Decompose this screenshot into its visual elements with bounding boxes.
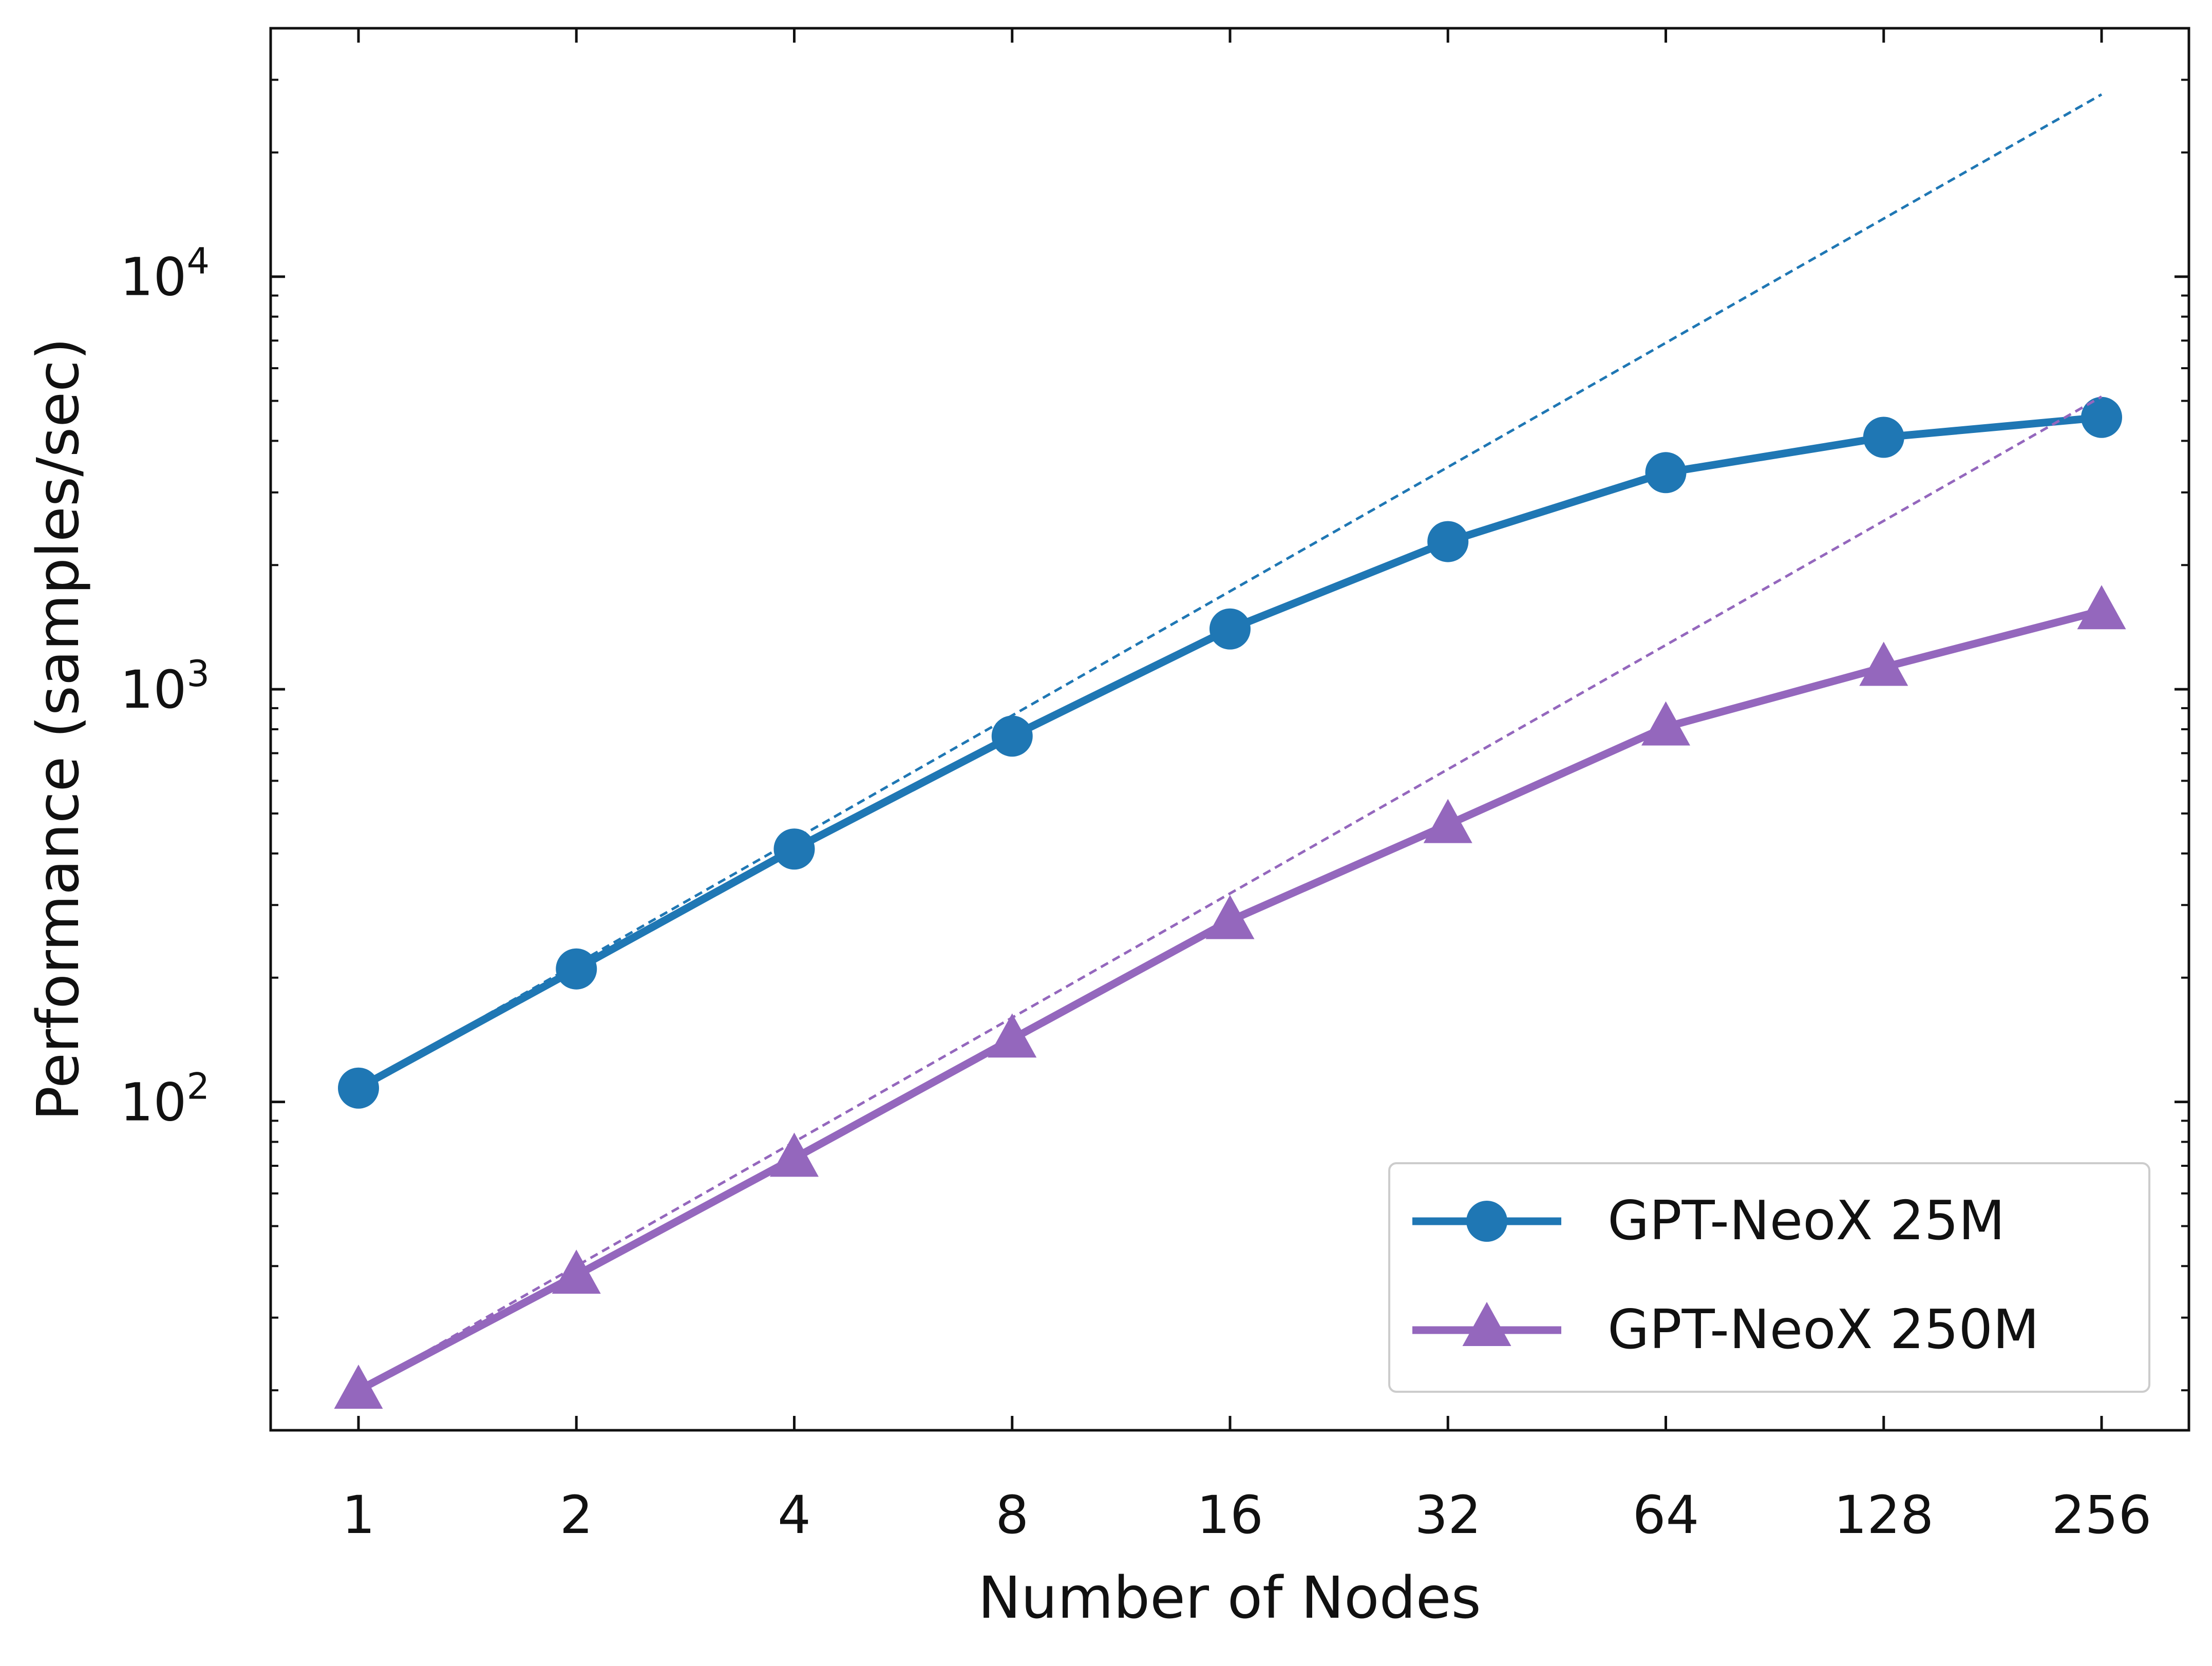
- x-tick-label: 64: [1633, 1485, 1699, 1546]
- series-line-25m: [356, 413, 2102, 1092]
- data-point-25m: [338, 1067, 379, 1109]
- data-point-250m: [1205, 895, 1255, 939]
- data-point-250m: [1423, 799, 1472, 843]
- legend-label-250m: GPT-NeoX 250M: [1608, 1298, 2039, 1361]
- data-point-25m: [556, 948, 597, 990]
- x-tick-label: 256: [2052, 1485, 2152, 1546]
- data-point-250m: [552, 1250, 601, 1294]
- data-point-25m: [2081, 396, 2122, 438]
- legend-entries: [1412, 1201, 1561, 1346]
- data-point-25m: [1209, 608, 1251, 650]
- x-tick-label: 16: [1197, 1485, 1263, 1546]
- data-point-250m: [1859, 641, 1908, 686]
- x-tick-label: 4: [778, 1485, 811, 1546]
- data-point-25m: [1427, 521, 1469, 562]
- series-layer: [334, 93, 2126, 1409]
- data-point-250m: [770, 1132, 819, 1177]
- legend: GPT-NeoX 25M GPT-NeoX 250M: [1388, 1162, 2150, 1393]
- legend-box: [1388, 1162, 2150, 1393]
- x-tick-label: 128: [1833, 1485, 1934, 1546]
- x-tick-label: 1: [342, 1485, 375, 1546]
- data-point-250m: [988, 1013, 1037, 1058]
- x-axis-label: Number of Nodes: [978, 1565, 1481, 1632]
- x-tick-label: 2: [560, 1485, 593, 1546]
- data-point-25m: [773, 828, 815, 870]
- data-point-250m: [1641, 701, 1690, 746]
- legend-marker-250m: [1462, 1302, 1511, 1346]
- data-point-250m: [334, 1365, 383, 1409]
- y-tick-label: 103: [120, 653, 210, 721]
- x-tick-label: 32: [1414, 1485, 1481, 1546]
- ideal-scaling-line-250m: [357, 395, 2103, 1392]
- legend-marker-25m: [1466, 1201, 1507, 1242]
- y-tick-label: 104: [120, 240, 210, 308]
- legend-label-25m: GPT-NeoX 25M: [1608, 1189, 2005, 1252]
- data-point-25m: [1863, 416, 1904, 458]
- data-point-250m: [2077, 585, 2126, 630]
- x-tick-label: 8: [995, 1485, 1029, 1546]
- data-point-25m: [1645, 452, 1687, 494]
- y-axis-label: Performance (samples/sec): [25, 338, 92, 1121]
- data-point-25m: [991, 715, 1033, 757]
- y-tick-labels: 102 103 104: [120, 240, 210, 1133]
- y-tick-label: 102: [120, 1066, 210, 1133]
- x-tick-labels: 1 2 4 8 16 32 64 128 256: [342, 1485, 2152, 1546]
- axis-ticks: [271, 27, 2189, 1430]
- ideal-scaling-line-25m: [357, 93, 2103, 1089]
